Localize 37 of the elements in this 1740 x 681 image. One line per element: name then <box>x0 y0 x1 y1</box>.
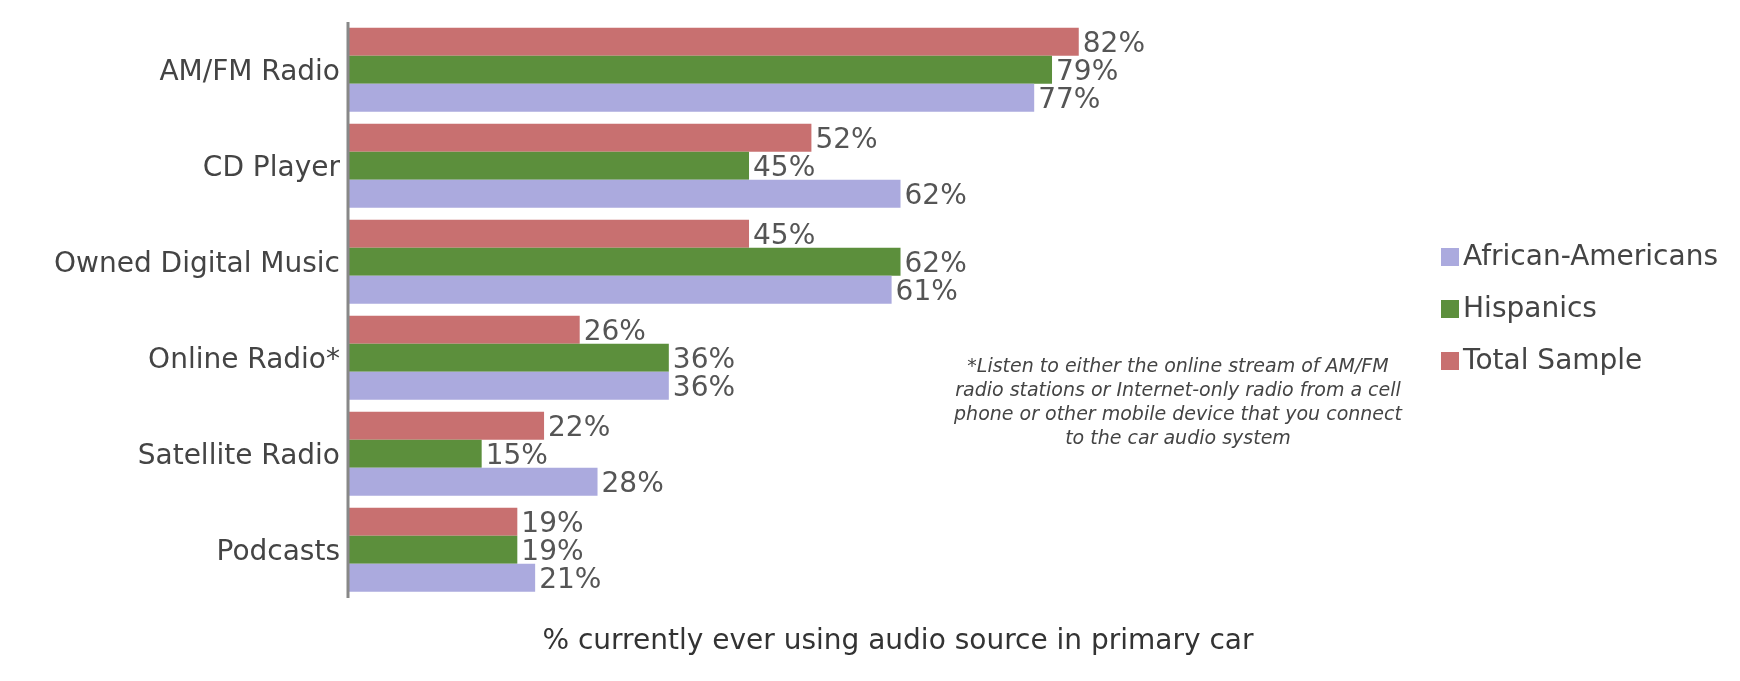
bar <box>348 151 750 180</box>
bar <box>348 439 482 468</box>
x-axis-title: % currently ever using audio source in primary car <box>541 623 1255 656</box>
data-label: 52% <box>815 121 878 155</box>
bar <box>348 315 580 344</box>
bar <box>348 247 901 276</box>
bar <box>348 343 669 372</box>
bar <box>348 83 1035 112</box>
bar <box>348 55 1053 84</box>
data-label: 45% <box>753 217 816 251</box>
y-tick-label: Satellite Radio <box>137 437 340 471</box>
legend-label: Total Sample <box>1463 343 1643 376</box>
bar <box>348 275 892 304</box>
bar <box>348 467 598 496</box>
bar <box>348 371 669 400</box>
data-label: 62% <box>904 177 967 211</box>
data-label: 15% <box>485 437 548 471</box>
bar <box>348 179 901 208</box>
data-label: 22% <box>548 409 611 443</box>
bar <box>348 507 518 536</box>
bar <box>348 27 1079 56</box>
legend-label: Hispanics <box>1463 291 1597 324</box>
annotation: *Listen to either the online stream of AM/FM radio stations or Internet-only radio from a cell phone or other mobile device that you connect to the car audio system <box>953 353 1404 449</box>
data-label: 26% <box>583 313 646 347</box>
y-tick-label: Owned Digital Music <box>54 245 340 279</box>
y-tick-label: Podcasts <box>216 533 340 567</box>
y-tick-label: AM/FM Radio <box>159 53 340 87</box>
bar <box>348 219 750 248</box>
bar <box>348 123 812 152</box>
y-tick-label: Online Radio* <box>148 341 340 375</box>
bar <box>348 563 536 592</box>
y-tick-label: CD Player <box>202 149 341 183</box>
data-label: 28% <box>601 465 664 499</box>
legend-label: African-Americans <box>1463 239 1718 272</box>
bar <box>348 535 518 564</box>
data-label: 45% <box>753 149 816 183</box>
bar <box>348 411 545 440</box>
